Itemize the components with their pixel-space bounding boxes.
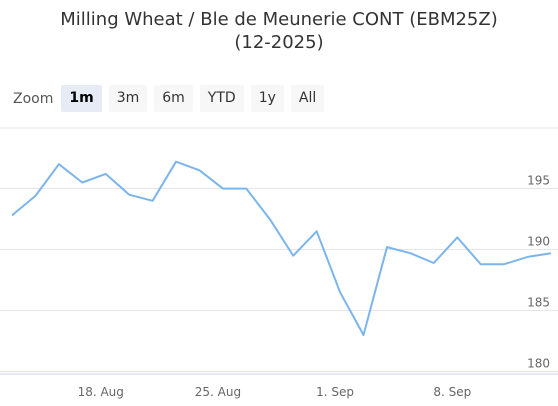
chart-title: Milling Wheat / Ble de Meunerie CONT (EB… (0, 8, 558, 54)
zoom-button[interactable]: YTD (199, 85, 244, 112)
zoom-label: Zoom (13, 90, 54, 107)
y-tick-label: 180 (527, 357, 550, 371)
y-tick-label: 185 (527, 296, 550, 310)
x-tick-label: 1. Sep (316, 385, 354, 399)
zoom-button[interactable]: 1m (61, 85, 102, 112)
y-tick-label: 195 (527, 174, 550, 188)
zoom-button[interactable]: 3m (108, 85, 148, 112)
price-line (11, 160, 552, 336)
zoom-button[interactable]: 1y (250, 85, 284, 112)
title-line: (12-2025) (234, 32, 324, 53)
x-tick-label: 8. Sep (433, 385, 471, 399)
x-tick-label: 18. Aug (78, 385, 124, 399)
zoom-button[interactable]: 6m (154, 85, 193, 112)
zoom-bar: Zoom 1m 3m 6m YTD 1y All (13, 85, 331, 112)
title-line: Milling Wheat / Ble de Meunerie CONT (EB… (60, 9, 498, 30)
x-tick-label: 25. Aug (195, 385, 241, 399)
zoom-button[interactable]: All (290, 85, 325, 112)
y-tick-label: 190 (527, 235, 550, 249)
